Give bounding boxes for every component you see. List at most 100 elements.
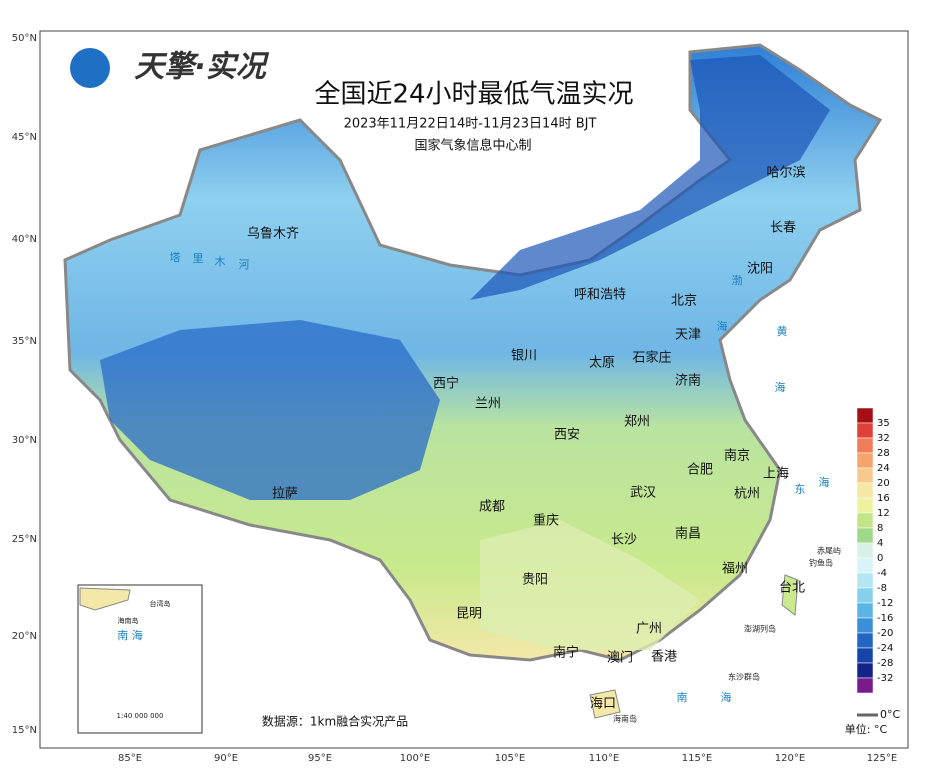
legend-swatch — [856, 602, 874, 619]
city-label: 济南 — [675, 373, 701, 389]
city-label: 福州 — [722, 562, 748, 577]
city-label: 武汉 — [630, 486, 656, 501]
city-label: 南昌 — [675, 526, 701, 542]
title: 全国近24小时最低气温实况 — [314, 80, 633, 110]
water-label: 渤 — [732, 274, 743, 287]
legend-value: 28 — [877, 448, 890, 459]
city-label: 西宁 — [433, 376, 459, 392]
water-label: 黄 — [777, 324, 788, 338]
city-label: 银川 — [511, 349, 537, 364]
lat-label: 25°N — [12, 534, 37, 545]
city-label: 天津 — [675, 328, 701, 343]
legend-swatch — [856, 407, 874, 424]
data-source: 数据源：1km融合实况产品 — [262, 714, 408, 729]
lat-label: 50°N — [12, 33, 37, 44]
legend-value: 8 — [877, 523, 883, 534]
taiwan — [781, 574, 799, 616]
lat-label: 20°N — [12, 631, 37, 642]
island-label: 海南岛 — [613, 714, 637, 724]
lon-label: 105°E — [495, 753, 525, 764]
water-label: 东 — [795, 483, 806, 496]
lat-label: 35°N — [12, 336, 37, 347]
lon-label: 115°E — [682, 753, 712, 764]
city-label: 沈阳 — [747, 262, 773, 277]
logo-icon — [70, 48, 110, 88]
legend-value: 24 — [877, 463, 890, 474]
island-label: 钓鱼岛 — [809, 558, 833, 568]
legend-swatch — [856, 482, 874, 499]
lat-label: 45°N — [12, 132, 37, 143]
city-label: 长春 — [770, 221, 796, 236]
lon-label: 125°E — [867, 753, 897, 764]
water-label: 木 — [215, 255, 226, 268]
city-label: 乌鲁木齐 — [247, 226, 299, 242]
city-label: 拉萨 — [272, 487, 298, 502]
city-label: 广州 — [636, 622, 662, 637]
island-label: 赤尾屿 — [817, 547, 841, 556]
city-label: 兰州 — [475, 397, 501, 412]
lon-label: 95°E — [308, 753, 332, 764]
city-label: 杭州 — [734, 487, 760, 502]
city-label: 贵阳 — [522, 573, 548, 588]
inset-coast — [79, 587, 131, 611]
legend-value: 35 — [877, 418, 890, 429]
legend-value: -20 — [877, 628, 893, 639]
subtitle: 2023年11月22日14时-11月23日14时 BJT — [344, 117, 597, 132]
legend-swatch — [856, 632, 874, 649]
legend-swatch — [856, 662, 874, 679]
legend-value: -16 — [877, 613, 893, 624]
water-label: 塔 — [170, 251, 181, 264]
legend-swatch — [856, 437, 874, 454]
city-label: 南京 — [724, 448, 750, 464]
legend-value: 20 — [877, 478, 890, 489]
water-label: 里 — [193, 252, 204, 265]
lon-label: 120°E — [775, 753, 805, 764]
city-label: 北京 — [671, 294, 697, 309]
legend-swatch — [856, 557, 874, 574]
inset-label: 海南岛 — [118, 616, 139, 625]
city-label: 香港 — [651, 650, 677, 665]
lon-label: 110°E — [589, 753, 619, 764]
legend-value: 0 — [877, 553, 883, 564]
northeast-cold-area — [470, 55, 830, 300]
legend-value: 12 — [877, 508, 890, 519]
legend-value: 4 — [877, 538, 883, 549]
hainan — [589, 689, 621, 719]
lat-label: 30°N — [12, 435, 37, 446]
legend-swatch — [856, 587, 874, 604]
lat-label: 40°N — [12, 234, 37, 245]
south-warm-area — [480, 520, 700, 650]
city-label: 上海 — [763, 467, 789, 482]
water-label: 海 — [717, 319, 728, 333]
city-label: 哈尔滨 — [766, 165, 805, 181]
unit-label: 单位: °C — [845, 722, 888, 736]
lon-label: 85°E — [118, 753, 142, 764]
legend-value: -8 — [877, 583, 887, 594]
city-label: 澳门 — [607, 650, 633, 666]
water-label: 海 — [721, 690, 732, 704]
city-label: 成都 — [479, 500, 505, 515]
city-label: 呼和浩特 — [574, 288, 626, 303]
legend-swatch — [856, 677, 874, 694]
producer: 国家气象信息中心制 — [414, 138, 531, 154]
lon-label: 90°E — [214, 753, 238, 764]
inset-scale: 1:40 000 000 — [117, 712, 164, 720]
legend-swatch — [856, 572, 874, 589]
logo-text: 天擎·实况 — [134, 50, 269, 85]
zero-line-label: 0°C — [880, 708, 900, 721]
water-label: 海 — [819, 475, 830, 489]
city-label: 石家庄 — [632, 350, 671, 366]
city-label: 合肥 — [687, 463, 713, 478]
legend-swatch — [856, 647, 874, 664]
city-label: 台北 — [779, 581, 805, 596]
city-label: 昆明 — [456, 607, 482, 622]
legend-value: -28 — [877, 658, 893, 669]
legend-swatch — [856, 422, 874, 439]
legend-value: -24 — [877, 643, 893, 654]
water-label: 海 — [775, 380, 786, 394]
inset-label: 南 海 — [117, 628, 143, 642]
city-label: 重庆 — [533, 513, 559, 529]
legend-value: -12 — [877, 598, 893, 609]
city-label: 长沙 — [611, 533, 637, 548]
